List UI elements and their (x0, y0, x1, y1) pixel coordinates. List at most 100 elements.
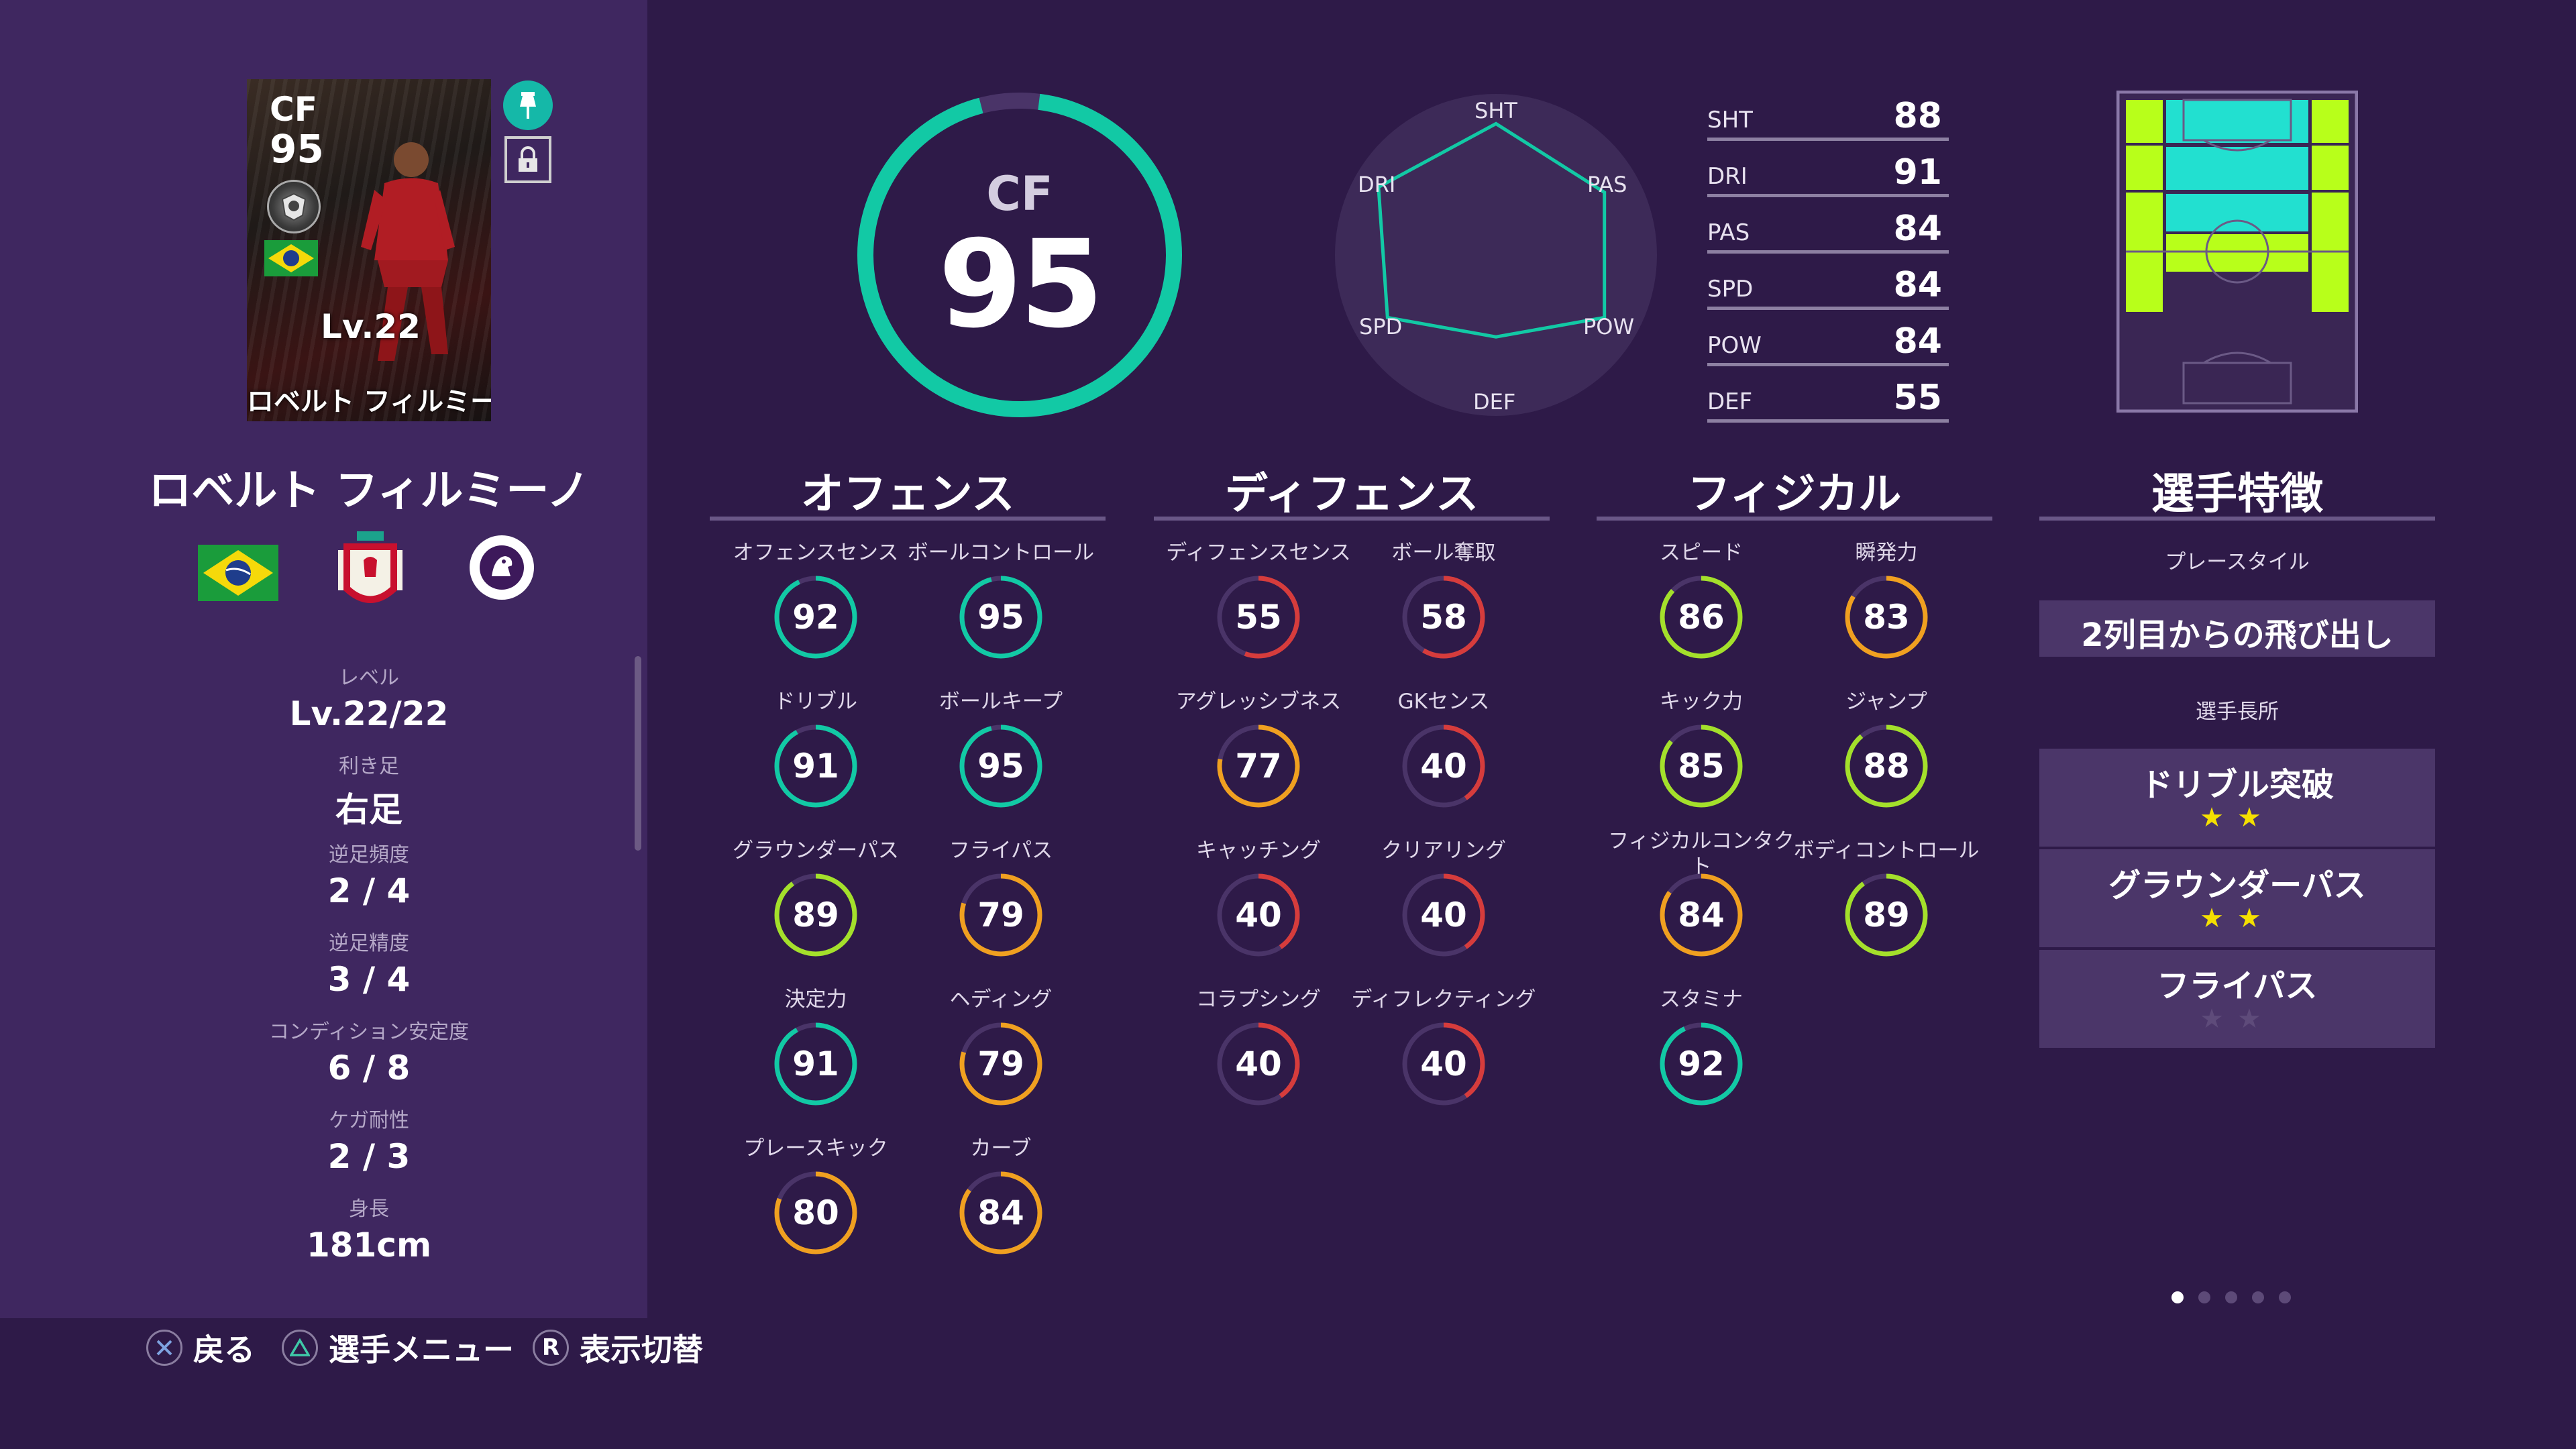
info-form-label: コンディション安定度 (269, 1020, 469, 1044)
info-level-value: Lv.22/22 (289, 694, 449, 733)
playstyle-box[interactable]: 2列目からの飛び出し (2039, 600, 2435, 657)
stat-ring-arc (959, 576, 1042, 659)
stat-label: ディフレクティング (1351, 987, 1536, 1012)
stat-value: 40 (1235, 896, 1282, 934)
page-dot[interactable] (2225, 1291, 2237, 1303)
stat-label: キャッチング (1196, 839, 1321, 863)
stat-ring-arc (1217, 576, 1300, 659)
back-label: 戻る (193, 1332, 255, 1368)
stat-item: 決定力 91 (715, 987, 916, 1128)
stat-item: ボールキープ 95 (900, 689, 1102, 830)
page-indicator (2171, 1291, 2291, 1303)
page-dot[interactable] (2252, 1291, 2264, 1303)
offense-divider (710, 517, 1106, 521)
stat-value: 79 (977, 1044, 1024, 1083)
summary-row-def: DEF 55 (1707, 366, 1949, 423)
stat-ring-arc (1402, 873, 1485, 957)
defense-divider (1154, 517, 1550, 521)
stat-label: GKセンス (1397, 690, 1490, 714)
stat-item: ボール奪取 58 (1343, 540, 1544, 681)
overall-rating-ring (857, 93, 1182, 417)
player-card[interactable]: CF 95 Lv.22 ロベルト フィルミーノ (247, 79, 491, 421)
card-rarity-badge-icon (267, 180, 321, 233)
summary-label: POW (1707, 332, 1762, 359)
stat-label: ヘディング (949, 987, 1053, 1012)
stat-ring (1217, 724, 1300, 808)
rating-position: CF (986, 166, 1053, 221)
stat-item: ドリブル 91 (715, 689, 916, 830)
page-dot[interactable] (2171, 1291, 2184, 1303)
stat-ring (774, 724, 857, 808)
stat-ring-arc (1217, 1022, 1300, 1106)
stat-ring-arc (774, 576, 857, 659)
club-crest-liverpool-icon (338, 531, 402, 603)
stat-ring (959, 873, 1042, 957)
summary-label: DEF (1707, 388, 1753, 415)
stat-ring (774, 1171, 857, 1254)
stat-ring (1217, 576, 1300, 659)
cross-button-icon (146, 1330, 182, 1366)
r-button-icon: R (533, 1330, 569, 1366)
player-menu-button[interactable]: 選手メニュー (282, 1328, 514, 1368)
radar-label-spd: SPD (1359, 314, 1403, 339)
stat-ring (1660, 873, 1743, 957)
stat-item: ボディコントロール 89 (1786, 838, 1987, 979)
info-scrollbar[interactable] (635, 656, 641, 851)
stat-value: 88 (1863, 747, 1910, 786)
playstyle-label: プレースタイル (2165, 550, 2310, 574)
pin-icon[interactable] (503, 80, 553, 130)
ability-name: ドリブル突破 (2140, 766, 2334, 804)
ability-name: フライパス (2157, 967, 2318, 1005)
ability-name: グラウンダーパス (2108, 867, 2366, 904)
info-level-label: レベル (339, 666, 399, 690)
ability-stars: ★★ (2200, 1004, 2275, 1034)
stat-ring (1402, 576, 1485, 659)
stat-value: 86 (1678, 598, 1725, 637)
stat-item: GKセンス 40 (1343, 689, 1544, 830)
stat-item: ボールコントロール 95 (900, 540, 1102, 681)
stat-value: 79 (977, 896, 1024, 934)
ability-item[interactable]: ドリブル突破 ★★ (2039, 749, 2435, 847)
stat-item: コラプシング 40 (1158, 987, 1359, 1128)
stat-item: ヘディング 79 (900, 987, 1102, 1128)
stat-label: ドリブル (774, 690, 857, 714)
triangle-button-icon (282, 1330, 318, 1366)
stat-item: スピード 86 (1601, 540, 1802, 681)
stat-item: オフェンスセンス 92 (715, 540, 916, 681)
stat-value: 40 (1420, 896, 1467, 934)
ability-item[interactable]: フライパス ★★ (2039, 950, 2435, 1048)
stat-value: 40 (1235, 1044, 1282, 1083)
lock-icon[interactable] (504, 136, 551, 183)
stat-ring-arc (959, 873, 1042, 957)
page-dot[interactable] (2198, 1291, 2210, 1303)
stat-item: ディフェンスセンス 55 (1158, 540, 1359, 681)
stat-label: カーブ (970, 1136, 1032, 1161)
stat-ring-arc (774, 873, 857, 957)
player-menu-label: 選手メニュー (329, 1332, 514, 1368)
stat-label: 決定力 (784, 987, 847, 1012)
stat-ring (1845, 724, 1928, 808)
abilities-label: 選手長所 (2196, 700, 2279, 724)
stat-item: フライパス 79 (900, 838, 1102, 979)
back-button[interactable]: 戻る (146, 1328, 255, 1368)
stat-ring-arc (1660, 724, 1743, 808)
card-player-name: ロベルト フィルミーノ (247, 386, 491, 417)
toggle-view-label: 表示切替 (580, 1332, 703, 1368)
toggle-view-button[interactable]: R 表示切替 (533, 1328, 703, 1368)
stat-ring (1845, 873, 1928, 957)
info-injury-resistance-label: ケガ耐性 (329, 1109, 409, 1132)
ability-stars: ★★ (2200, 903, 2275, 934)
radar-label-sht: SHT (1474, 98, 1517, 123)
physical-heading: フィジカル (1687, 470, 1902, 519)
stat-ring (1217, 873, 1300, 957)
ability-item[interactable]: グラウンダーパス ★★ (2039, 849, 2435, 947)
position-pitch-map (2116, 91, 2358, 413)
page-dot[interactable] (2279, 1291, 2291, 1303)
stat-item: キャッチング 40 (1158, 838, 1359, 979)
stat-ring-arc (1845, 724, 1928, 808)
stat-value: 89 (792, 896, 839, 934)
stat-ring (1402, 724, 1485, 808)
info-weak-foot-accuracy-label: 逆足精度 (329, 932, 409, 955)
stat-ring (959, 576, 1042, 659)
stat-item: プレースキック 80 (715, 1136, 916, 1277)
